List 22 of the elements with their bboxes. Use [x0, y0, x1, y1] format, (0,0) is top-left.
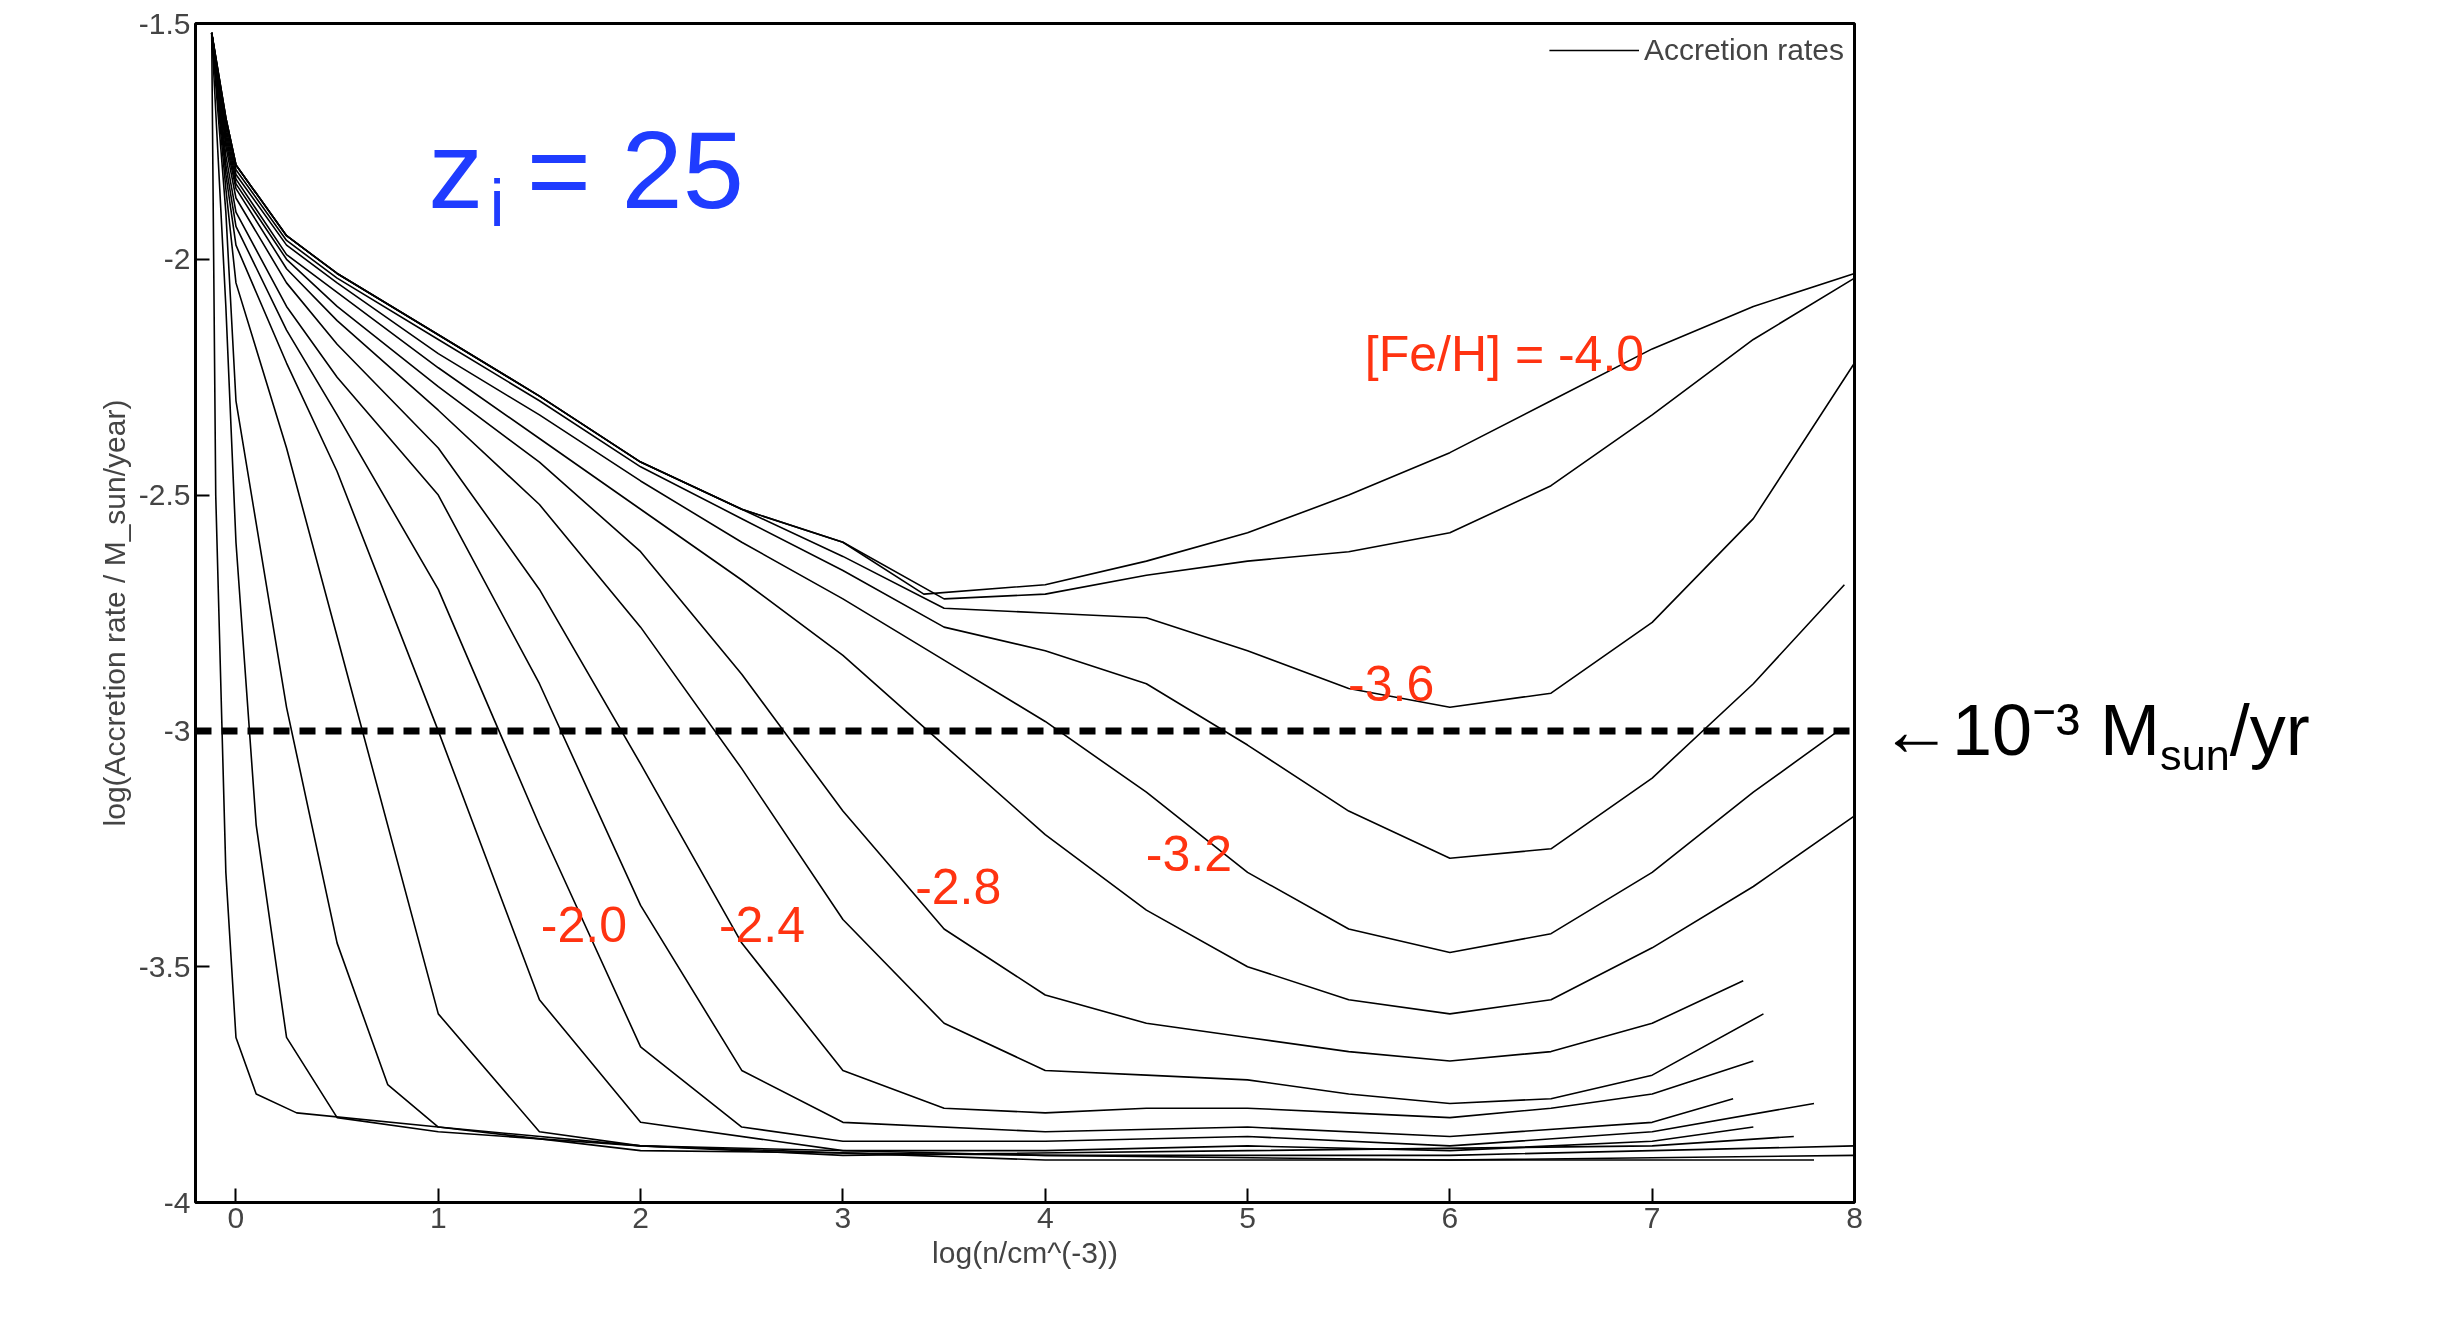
y-tick-label: -1.5	[138, 6, 191, 40]
y-tick-label: -2.5	[138, 478, 191, 512]
annotation: -3.2	[1145, 826, 1232, 883]
annotation: -2.8	[915, 859, 1002, 916]
x-tick-label: 0	[227, 1200, 245, 1234]
x-tick-label: 2	[632, 1200, 649, 1234]
x-tick-label: 7	[1643, 1200, 1661, 1234]
y-tick-label: -4	[163, 1185, 191, 1219]
x-tick-label: 4	[1036, 1200, 1054, 1234]
y-tick-label: -3.5	[138, 949, 191, 983]
x-tick-label: 6	[1441, 1200, 1459, 1234]
x-tick-label: 5	[1239, 1200, 1256, 1234]
legend-label: Accretion rates	[1643, 33, 1844, 67]
x-tick-label: 8	[1846, 1200, 1863, 1234]
x-axis-title: log(n/cm^(-3))	[932, 1235, 1118, 1269]
ref-line-label: ←10⁻³ M$_{sun}$/yr	[1880, 689, 2310, 782]
y-tick-label: -3	[163, 713, 191, 747]
y-tick-label: -2	[163, 242, 191, 276]
x-tick-label: 3	[834, 1200, 852, 1234]
x-tick-label: 1	[429, 1200, 447, 1234]
y-axis-title: log(Accretion rate / M_sun/year)	[97, 399, 131, 827]
annotation: [Fe/H] = -4.0	[1364, 325, 1645, 382]
